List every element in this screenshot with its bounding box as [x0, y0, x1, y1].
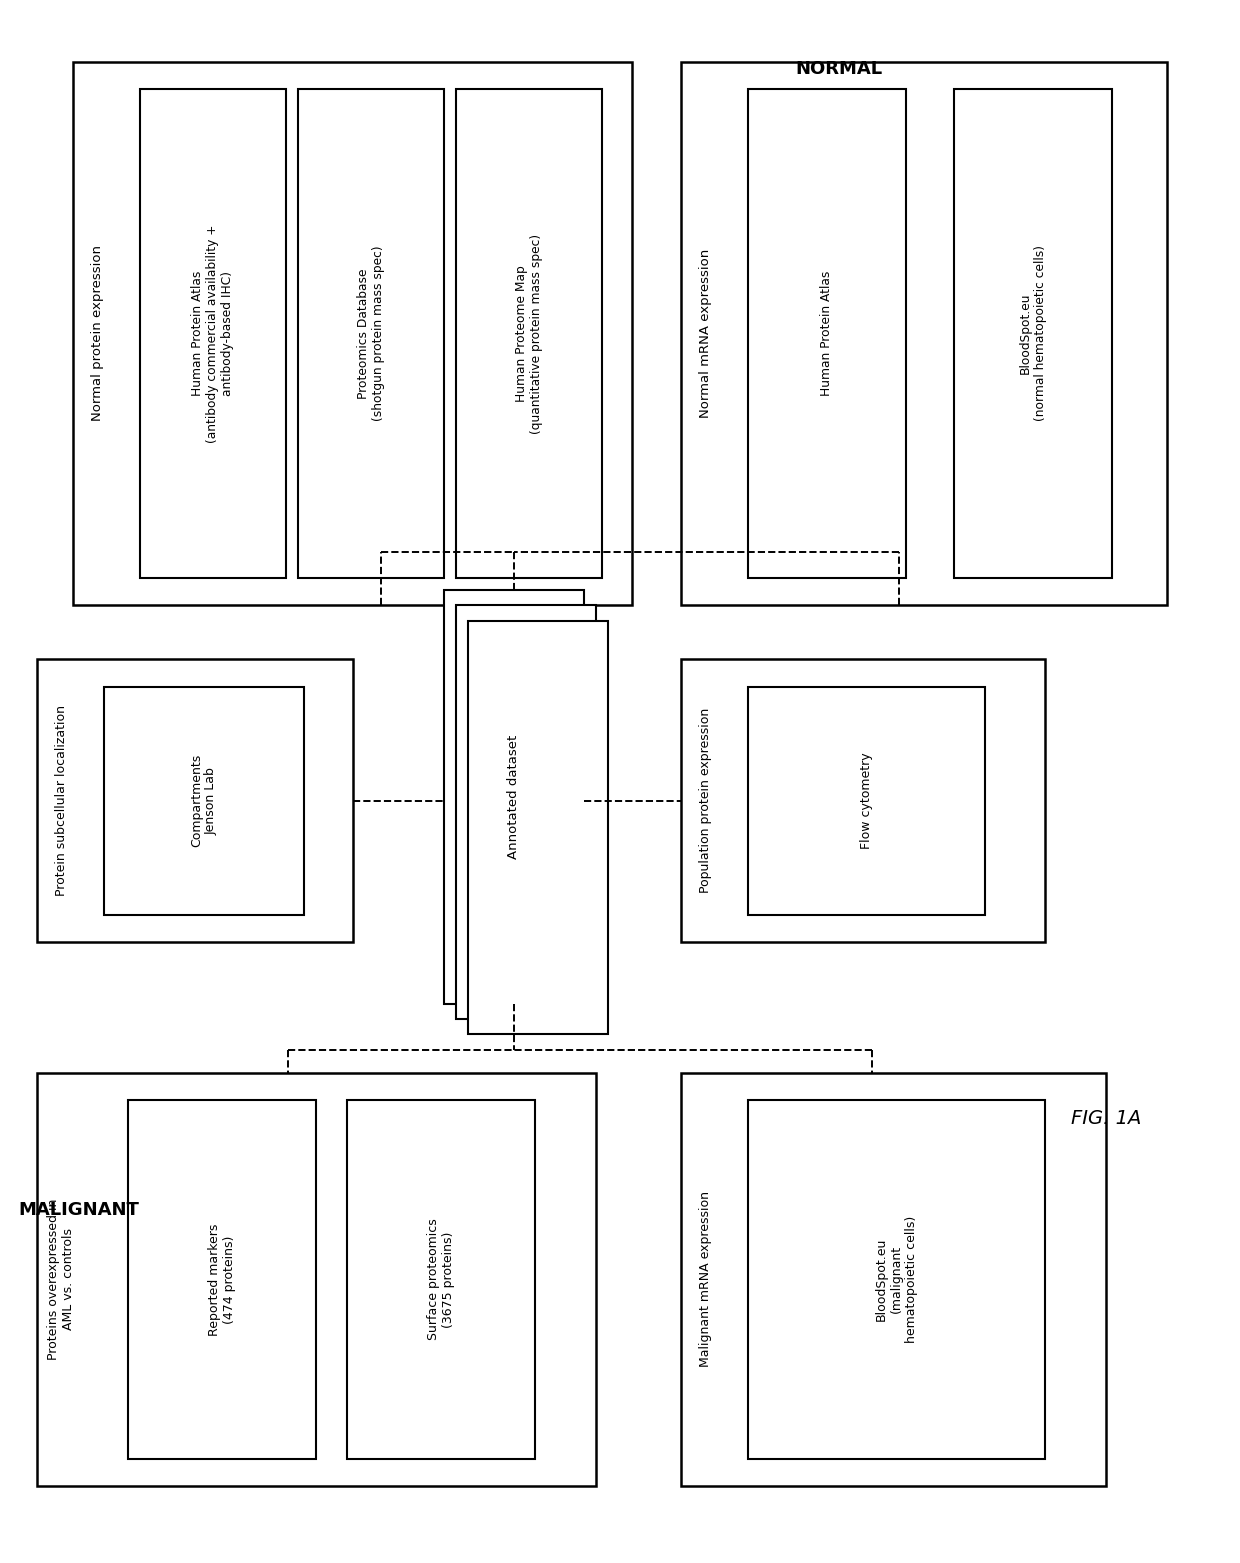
Bar: [37, 1072, 595, 1486]
Bar: [128, 1100, 316, 1458]
Bar: [346, 1100, 534, 1458]
Text: NORMAL: NORMAL: [795, 61, 883, 78]
Text: Surface proteomics
(3675 proteins): Surface proteomics (3675 proteins): [427, 1219, 455, 1339]
Text: BloodSpot.eu
(normal hematopoietic cells): BloodSpot.eu (normal hematopoietic cells…: [1019, 245, 1047, 422]
Text: Human Proteome Map
(quantitative protein mass spec): Human Proteome Map (quantitative protein…: [515, 233, 543, 433]
Bar: [444, 591, 584, 1003]
Bar: [467, 621, 608, 1035]
Bar: [456, 89, 601, 578]
Text: Human Protein Atlas
(antibody commercial availability +
antibody-based IHC): Human Protein Atlas (antibody commercial…: [191, 224, 234, 442]
Text: Reported markers
(474 proteins): Reported markers (474 proteins): [208, 1224, 236, 1335]
Text: Malignant mRNA expression: Malignant mRNA expression: [698, 1191, 712, 1368]
Bar: [748, 89, 905, 578]
Bar: [73, 61, 632, 605]
Text: Proteins overexpressed in
AML vs. controls: Proteins overexpressed in AML vs. contro…: [47, 1199, 74, 1360]
Bar: [298, 89, 444, 578]
Text: Annotated dataset: Annotated dataset: [507, 735, 520, 860]
Text: Compartments
Jenson Lab: Compartments Jenson Lab: [190, 753, 218, 847]
Text: Proteomics Database
(shotgun protein mass spec): Proteomics Database (shotgun protein mas…: [357, 245, 384, 422]
Text: Human Protein Atlas: Human Protein Atlas: [820, 270, 833, 395]
Bar: [748, 1100, 1045, 1458]
Bar: [681, 61, 1167, 605]
Text: Flow cytometry: Flow cytometry: [859, 752, 873, 849]
Text: Normal mRNA expression: Normal mRNA expression: [698, 249, 712, 417]
Bar: [681, 660, 1045, 942]
Text: Population protein expression: Population protein expression: [698, 708, 712, 894]
Text: MALIGNANT: MALIGNANT: [19, 1202, 140, 1219]
Text: BloodSpot.eu
(malignant
hematopoietic cells): BloodSpot.eu (malignant hematopoietic ce…: [875, 1216, 918, 1343]
Bar: [681, 1072, 1106, 1486]
Bar: [748, 686, 985, 914]
Bar: [37, 660, 352, 942]
Bar: [954, 89, 1112, 578]
Text: Normal protein expression: Normal protein expression: [91, 245, 104, 422]
Bar: [103, 686, 304, 914]
Bar: [456, 605, 595, 1019]
Text: Protein subcellular localization: Protein subcellular localization: [55, 705, 67, 896]
Text: FIG. 1A: FIG. 1A: [1071, 1110, 1141, 1128]
Bar: [140, 89, 285, 578]
